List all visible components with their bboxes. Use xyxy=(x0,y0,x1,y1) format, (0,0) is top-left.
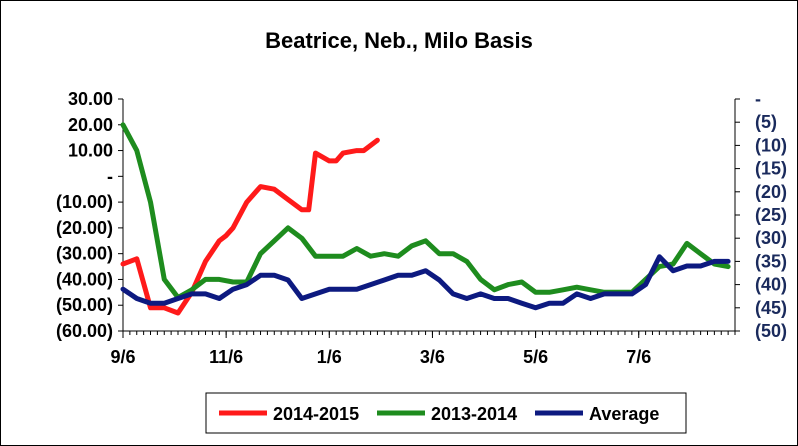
left-axis-tick-label: (10.00) xyxy=(56,192,113,212)
x-axis-tick-label: 9/6 xyxy=(110,347,135,367)
right-axis-tick-label: (5) xyxy=(755,112,777,132)
left-axis-tick-label: (20.00) xyxy=(56,218,113,238)
x-axis-tick-label: 7/6 xyxy=(626,347,651,367)
right-axis-tick-label: (25) xyxy=(755,205,787,225)
legend-label: Average xyxy=(589,404,659,424)
right-axis-tick-label: (35) xyxy=(755,251,787,271)
right-axis-tick-label: - xyxy=(755,89,761,109)
right-axis-tick-label: (30) xyxy=(755,228,787,248)
left-axis-tick-label: (40.00) xyxy=(56,269,113,289)
x-axis-tick-label: 3/6 xyxy=(420,347,445,367)
legend-label: 2014-2015 xyxy=(273,404,359,424)
left-axis-tick-label: (50.00) xyxy=(56,295,113,315)
left-axis-tick-label: (30.00) xyxy=(56,244,113,264)
left-axis-tick-label: 30.00 xyxy=(68,89,113,109)
plot-area: 30.00 20.00 10.00 - (10.00) (20.00) (30.00) (40… xyxy=(56,89,787,367)
legend-box xyxy=(205,392,687,434)
chart-title: Beatrice, Neb., Milo Basis xyxy=(265,28,533,53)
x-axis-tick-label: 11/6 xyxy=(209,347,243,367)
left-axis-tick-label: (60.00) xyxy=(56,321,113,341)
right-axis-tick-label: (15) xyxy=(755,159,787,179)
x-axis-tick-label: 5/6 xyxy=(523,347,548,367)
right-axis-tick-label: (10) xyxy=(755,135,787,155)
left-axis-tick-label: 10.00 xyxy=(68,141,113,161)
series-line-average xyxy=(120,254,731,311)
legend: 2014-2015 2013-2014 Average xyxy=(205,392,687,434)
right-axis-tick-label: (40) xyxy=(755,275,787,295)
legend-label: 2013-2014 xyxy=(431,404,517,424)
right-axis-tick-label: (45) xyxy=(755,298,787,318)
left-axis-tick-label: 20.00 xyxy=(68,115,113,135)
x-axis-tick-label: 1/6 xyxy=(317,347,342,367)
right-axis-tick-label: (50) xyxy=(755,321,787,341)
right-axis-tick-label: (20) xyxy=(755,182,787,202)
left-axis-tick-label: - xyxy=(107,166,113,186)
series-line-2014-2015 xyxy=(120,137,380,316)
